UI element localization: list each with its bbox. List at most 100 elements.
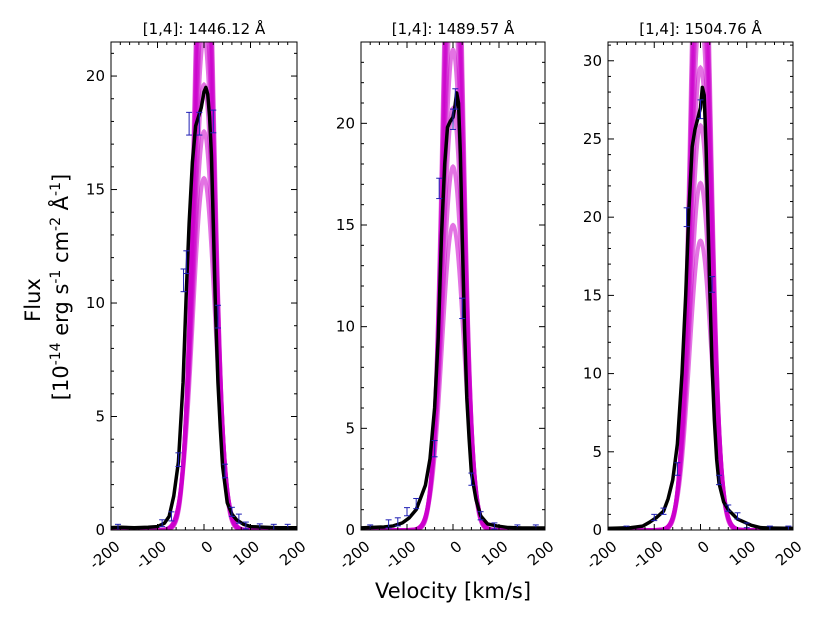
model-curve-2 <box>608 180 793 530</box>
model-curve-4 <box>111 42 297 530</box>
error-bar-8 <box>716 474 722 486</box>
model-curve-4 <box>608 64 793 530</box>
model-curve-6 <box>111 42 297 530</box>
y-tick-label: 15 <box>583 286 602 304</box>
error-bar-4 <box>674 462 681 476</box>
y-tick-label: 20 <box>86 67 105 85</box>
error-bar-16 <box>270 523 277 530</box>
model-curve-7 <box>111 42 297 530</box>
error-bar-3 <box>660 507 667 515</box>
model-curve-5 <box>111 42 297 530</box>
x-tick-label: -100 <box>132 537 170 573</box>
panel-2: -200 -100 0 100 200 0 5 10 15 20 [1,4]: 1489.57 Å <box>336 19 558 573</box>
error-bar-4 <box>175 452 182 467</box>
model-curve-8 <box>361 42 545 530</box>
model-curve-8 <box>608 42 793 530</box>
error-bar-12 <box>477 511 484 521</box>
y-tick-label: 15 <box>336 216 355 234</box>
model-curve-5 <box>608 42 793 530</box>
panel-frame <box>110 41 298 531</box>
plot-area <box>111 42 297 530</box>
panel-1: -200 -100 0 100 200 0 5 10 15 20 [1,4]: 1446.12 Å <box>86 19 310 573</box>
x-tick-label: 0 <box>447 537 466 557</box>
error-bar-3 <box>394 517 401 527</box>
error-bar-9 <box>452 88 459 110</box>
y-tick-label: 5 <box>95 408 105 426</box>
error-bar-4 <box>404 507 410 517</box>
x-tick-label: -100 <box>629 537 667 573</box>
y-tick-label: 25 <box>583 130 602 148</box>
error-bar-10 <box>734 512 741 520</box>
error-bar-1 <box>114 523 121 530</box>
error-bar-3 <box>168 511 175 522</box>
model-curve-7 <box>361 42 545 530</box>
panel-title: [1,4]: 1504.76 Å <box>639 19 762 38</box>
model-curve-1 <box>361 222 545 530</box>
x-tick-label: 200 <box>524 537 558 569</box>
model-curve-2 <box>361 164 545 530</box>
x-tick-label: 100 <box>230 537 264 569</box>
x-tick-label: 100 <box>726 537 760 569</box>
observed-spectrum <box>111 85 297 530</box>
model-curve-8 <box>111 42 297 530</box>
plot-area <box>361 42 545 530</box>
error-bar-14 <box>242 521 249 530</box>
error-bar-5 <box>413 497 420 510</box>
error-bar-9 <box>210 109 217 134</box>
error-bar-6 <box>697 99 704 120</box>
model-curve-4 <box>361 46 545 530</box>
y-tick-label: 10 <box>86 294 105 312</box>
model-curve-9 <box>111 42 297 530</box>
error-bar-11 <box>221 463 228 479</box>
x-tick-label: 200 <box>772 537 806 569</box>
model-curve-3 <box>608 122 793 530</box>
model-curve-6 <box>608 42 793 530</box>
x-tick-label: 0 <box>694 537 713 557</box>
y-tick-label: 0 <box>592 521 602 539</box>
y-tick-label: 20 <box>336 114 355 132</box>
x-tick-label: -100 <box>382 537 420 573</box>
y-tick-label: 10 <box>336 318 355 336</box>
y-axis-label-line1: Flux <box>21 278 45 322</box>
error-bar-5 <box>683 207 690 228</box>
x-axis-label: Velocity [km/s] <box>375 579 531 603</box>
error-bar-10 <box>459 297 466 320</box>
y-tick-label: 0 <box>95 521 105 539</box>
y-tick-label: 10 <box>583 365 602 383</box>
error-bar-6 <box>431 440 438 458</box>
error-bar-12 <box>228 506 235 517</box>
x-tick-label: -200 <box>583 537 621 573</box>
model-curve-6 <box>361 42 545 530</box>
y-tick-label: 30 <box>583 52 602 70</box>
model-curve-1 <box>608 238 793 530</box>
y-tick-label: 0 <box>345 521 355 539</box>
x-tick-label: -200 <box>336 537 374 573</box>
model-curve-2 <box>111 128 297 530</box>
error-bar-6 <box>183 250 190 275</box>
error-bar-7 <box>436 177 443 200</box>
y-tick-label: 20 <box>583 208 602 226</box>
panel-title: [1,4]: 1446.12 Å <box>143 19 266 38</box>
y-tick-label: 15 <box>86 181 105 199</box>
y-axis-label-line2: [10-14 erg s-1 cm-2 Å-1] <box>47 174 73 400</box>
error-bar-10 <box>214 304 221 329</box>
error-bar-9 <box>725 504 732 512</box>
error-bar-8 <box>196 111 203 136</box>
error-bar-7 <box>186 111 193 136</box>
error-bar-5 <box>180 268 187 293</box>
model-curve-9 <box>361 42 545 530</box>
error-bar-11 <box>468 472 475 486</box>
model-curve-1 <box>111 175 297 530</box>
panel-3: -200 -100 0 100 200 0 5 10 15 20 25 30 [1,4]: 1504.7… <box>583 19 806 573</box>
panel-title: [1,4]: 1489.57 Å <box>392 19 515 38</box>
plot-area <box>608 42 793 530</box>
error-bar-2 <box>159 519 166 528</box>
model-curve-5 <box>361 42 545 530</box>
error-bar-13 <box>235 513 242 524</box>
model-curve-9 <box>608 42 793 530</box>
observed-spectrum <box>608 85 793 530</box>
x-tick-label: -200 <box>86 537 124 573</box>
x-tick-label: 0 <box>198 537 217 557</box>
